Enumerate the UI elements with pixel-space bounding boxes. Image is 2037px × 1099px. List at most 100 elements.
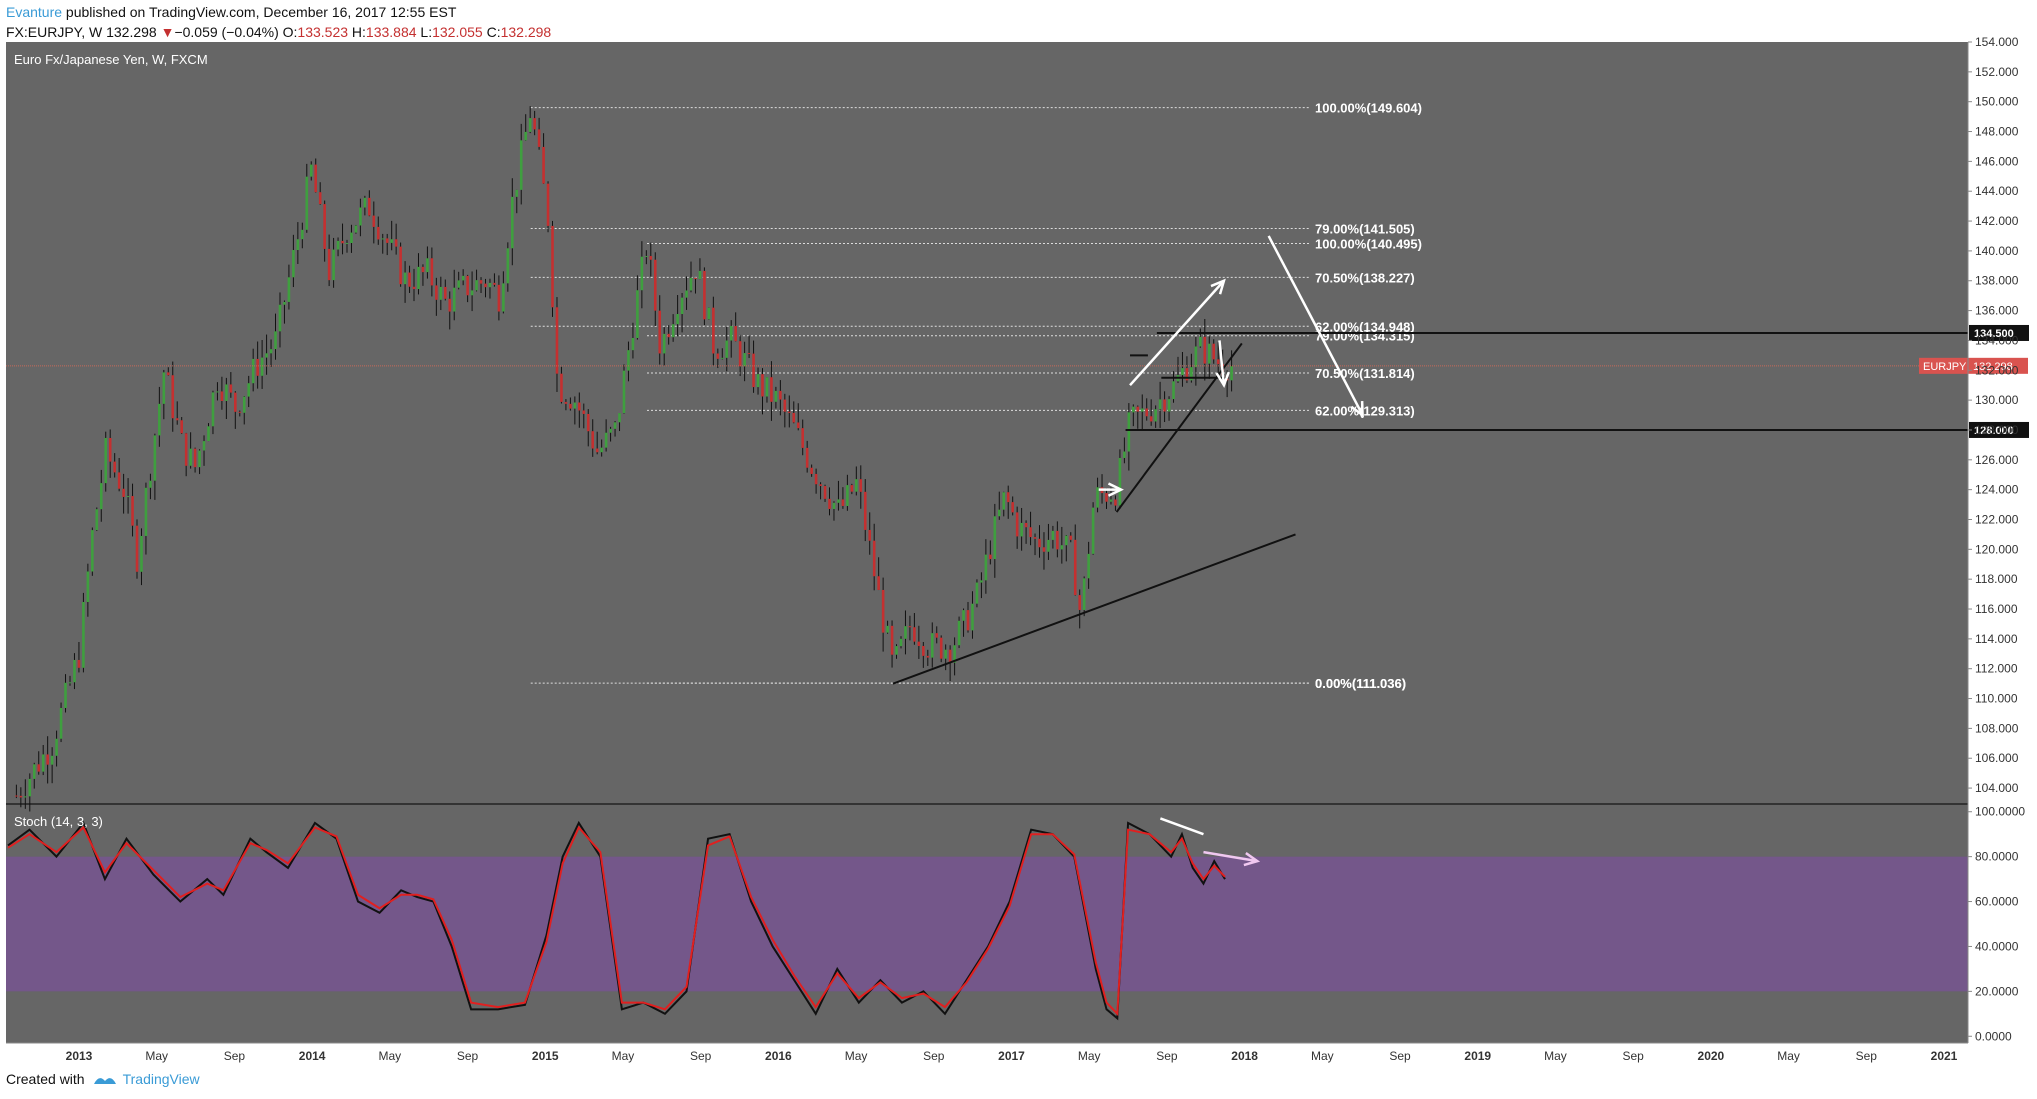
candle-body	[689, 277, 693, 291]
candle-body	[515, 189, 519, 197]
candle-body	[314, 164, 318, 193]
candle-body	[582, 410, 586, 414]
horizontal-level-label: 128.000	[1974, 425, 2014, 437]
candle-body	[645, 256, 648, 258]
candle-body	[32, 764, 36, 779]
price-axis[interactable]: 104.000 106.000 108.000 110.000 112.000 114.0…	[1967, 35, 2025, 1043]
candle-body	[779, 390, 782, 400]
price-arrow	[1129, 279, 1225, 387]
fib-label: 79.00%(141.505)	[1315, 221, 1415, 236]
candle-body	[180, 420, 183, 434]
tradingview-brand[interactable]: TradingView	[93, 1071, 200, 1087]
candle-body	[707, 307, 711, 320]
stoch-arrow	[1203, 850, 1258, 863]
stoch-arrow-head	[1243, 852, 1261, 867]
fib-label: 0.00%(111.036)	[1315, 676, 1406, 691]
candle-body	[493, 282, 496, 285]
candle-body	[461, 275, 465, 281]
candle-body	[305, 176, 309, 230]
candle-body	[1060, 545, 1064, 550]
candle-body	[292, 250, 295, 278]
candle-body	[747, 353, 751, 355]
candle-body	[555, 307, 559, 374]
x-tick-label: 2020	[1698, 1049, 1725, 1063]
candle-body	[193, 448, 197, 468]
y-tick-label: 132.000	[1975, 363, 2019, 377]
candle-body	[685, 290, 688, 298]
candle-body	[260, 357, 264, 376]
x-tick-label: Sep	[1856, 1049, 1878, 1063]
x-tick-label: 2014	[299, 1049, 326, 1063]
candle-body	[948, 649, 952, 663]
candle-body	[631, 337, 635, 351]
candle-body	[586, 413, 590, 432]
candle-body	[604, 432, 608, 448]
candle-body	[868, 529, 872, 541]
candle-body	[1096, 487, 1099, 508]
candle-body	[729, 325, 733, 341]
candle-body	[595, 448, 599, 453]
candle-body	[399, 246, 402, 285]
candle-body	[895, 646, 898, 655]
candle-body	[787, 411, 791, 413]
candle-body	[676, 313, 679, 325]
time-axis[interactable]: 2013 May Sep 2014 May Sep 2015 May Sep 2016 May Sep…	[6, 1042, 1968, 1063]
candle-body	[385, 238, 389, 243]
candle-body	[1082, 578, 1086, 610]
candle-body	[881, 589, 885, 633]
candle-body	[993, 516, 997, 560]
trendlines	[892, 342, 1296, 685]
candle-body	[1140, 408, 1144, 412]
candle-body	[323, 204, 326, 249]
candle-body	[810, 467, 813, 474]
main-pane-bg	[6, 42, 1968, 803]
horizontal-level-tag	[1969, 324, 2029, 341]
stoch-d-line	[7, 825, 1226, 1017]
candle-body	[1069, 535, 1073, 540]
candle-body	[265, 353, 268, 358]
candle-body	[828, 498, 831, 509]
candle-body	[761, 374, 764, 397]
candle-body	[841, 499, 845, 506]
candle-body	[77, 659, 81, 668]
candle-body	[1042, 547, 1046, 552]
candle-body	[980, 580, 983, 583]
candle-body	[372, 215, 376, 227]
x-tick-label: May	[145, 1049, 168, 1063]
candle-body	[15, 795, 18, 797]
candle-body	[1006, 492, 1010, 503]
candle-body	[939, 637, 943, 659]
stoch-title: Stoch (14, 3, 3)	[14, 814, 103, 829]
candle-body	[1207, 343, 1211, 364]
candle-body	[175, 418, 179, 421]
candle-body	[122, 488, 125, 497]
y-tick-label: 148.000	[1975, 125, 2019, 139]
y-tick-label: 104.000	[1975, 781, 2019, 795]
candle-body	[46, 754, 49, 765]
candle-body	[327, 248, 331, 281]
symbol-label: FX:EURJPY, W	[6, 24, 103, 40]
tradingview-logo-icon	[93, 1078, 116, 1084]
current-price-tag	[1919, 357, 1968, 374]
candle-body	[1091, 507, 1095, 554]
candle-body	[153, 435, 157, 481]
x-tick-label: Sep	[457, 1049, 479, 1063]
y-tick-label: 144.000	[1975, 184, 2019, 198]
candle-body	[443, 286, 447, 299]
y-tick-label: 140.000	[1975, 244, 2019, 258]
candle-body	[609, 428, 612, 433]
candle-body	[989, 554, 992, 560]
fib-label: 70.50%(131.814)	[1315, 366, 1415, 381]
candle-body	[712, 307, 715, 354]
author-link[interactable]: Evanture	[6, 4, 63, 20]
candle-body	[86, 571, 90, 603]
fib-label: 62.00%(129.313)	[1315, 403, 1415, 418]
y-tick-label: 112.000	[1975, 662, 2018, 676]
candle-body	[1158, 399, 1162, 410]
y-tick-label: 128.000	[1975, 423, 2019, 437]
candle-body	[332, 249, 335, 281]
candle-body	[234, 392, 237, 412]
candle-body	[1145, 408, 1149, 417]
candle-body	[908, 626, 912, 628]
